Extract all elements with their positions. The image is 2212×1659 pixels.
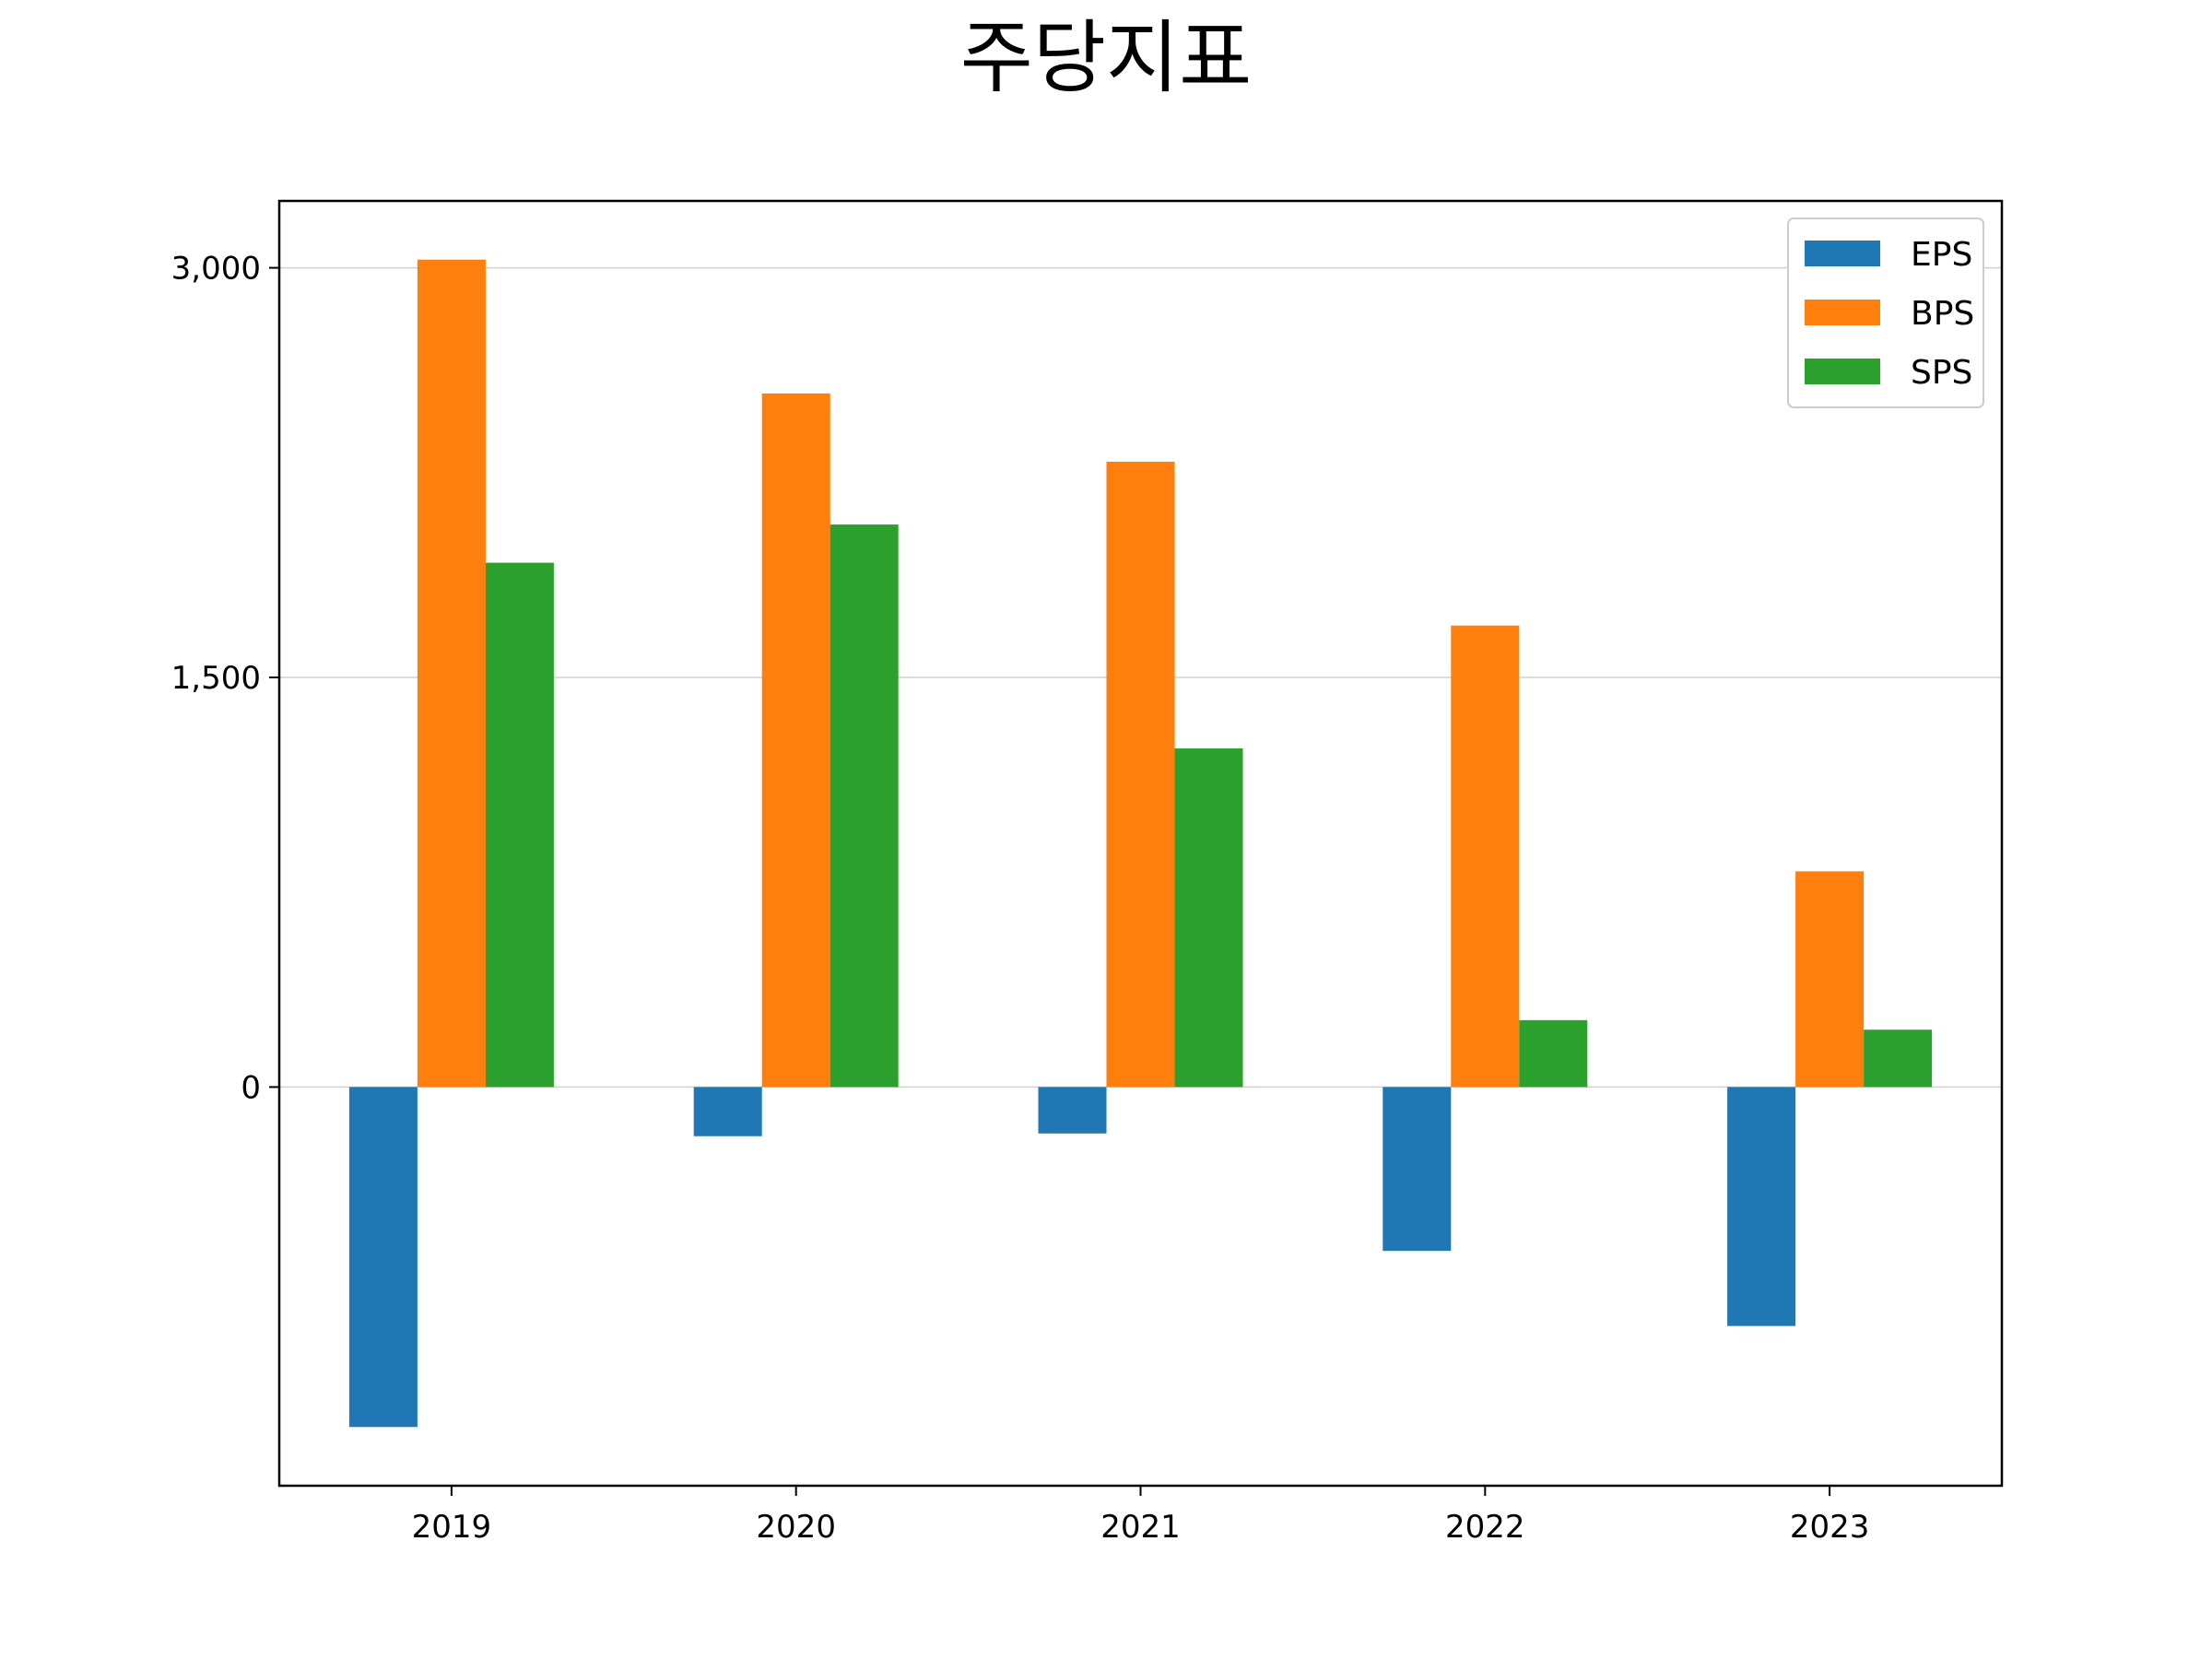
- legend-swatch-sps: [1805, 359, 1880, 384]
- bars: [348, 259, 1933, 1428]
- bar-sps-2022: [1519, 1019, 1588, 1088]
- x-tick-label: 2023: [1790, 1509, 1870, 1546]
- bar-eps-2020: [693, 1087, 762, 1136]
- bar-bps-2019: [417, 259, 486, 1088]
- y-tick-label: 0: [241, 1069, 261, 1106]
- x-tick-label: 2020: [756, 1509, 836, 1546]
- bar-eps-2023: [1727, 1087, 1796, 1326]
- legend-label-bps: BPS: [1911, 295, 1974, 333]
- x-axis-ticks: 2019 2020 2021 2022 2023: [412, 1486, 1870, 1546]
- bar-sps-2019: [485, 562, 554, 1088]
- plot-frame: [277, 199, 2004, 1488]
- bar-sps-2020: [830, 524, 899, 1088]
- legend-label-sps: SPS: [1911, 354, 1972, 392]
- bar-sps-2023: [1864, 1030, 1933, 1088]
- legend-swatch-bps: [1805, 300, 1880, 325]
- legend-label-eps: EPS: [1911, 236, 1972, 274]
- y-axis-ticks: 0 1,500 3,000: [171, 251, 279, 1106]
- y-tick-label: 3,000: [171, 251, 261, 288]
- y-tick-label: 1,500: [171, 660, 261, 697]
- bar-bps-2020: [761, 393, 830, 1088]
- bar-eps-2021: [1038, 1087, 1107, 1134]
- x-tick-label: 2022: [1445, 1509, 1525, 1546]
- bar-eps-2019: [348, 1087, 418, 1428]
- bar-eps-2022: [1382, 1087, 1452, 1252]
- x-tick-label: 2021: [1100, 1509, 1181, 1546]
- bar-sps-2021: [1174, 748, 1243, 1088]
- legend-swatch-eps: [1805, 241, 1880, 266]
- bar-bps-2021: [1106, 461, 1175, 1088]
- legend: EPS BPS SPS: [1787, 218, 1984, 408]
- x-tick-label: 2019: [412, 1509, 492, 1546]
- bar-bps-2022: [1451, 625, 1520, 1088]
- chart-title: 주당지표: [960, 12, 1252, 104]
- bar-bps-2023: [1795, 871, 1865, 1088]
